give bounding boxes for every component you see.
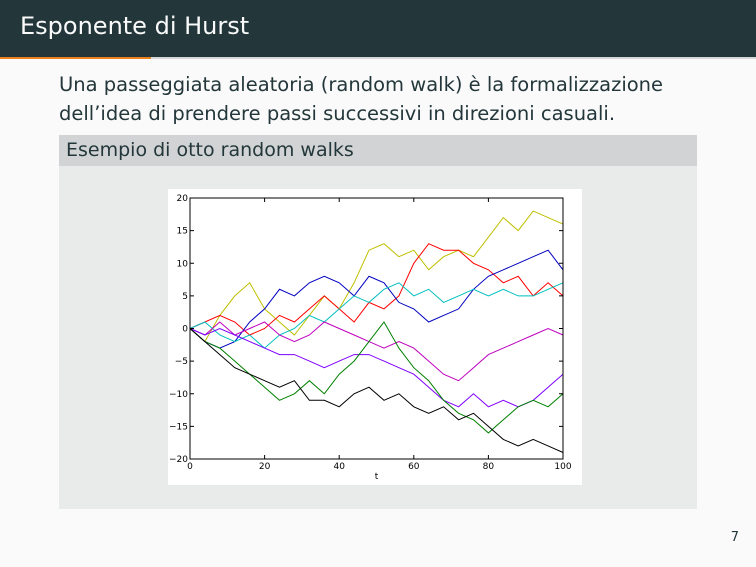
x-tick-label: 40	[333, 462, 345, 472]
series-line-7	[189, 321, 564, 434]
x-tick-label: 80	[483, 462, 495, 472]
title-bar: Esponente di Hurst	[0, 0, 756, 59]
y-tick-label: 0	[182, 325, 188, 335]
x-axis-label: t	[375, 472, 379, 482]
series-line-6	[189, 327, 564, 408]
intro-text: Una passeggiata aleatoria (random walk) …	[59, 73, 664, 125]
y-tick-label: 20	[177, 194, 189, 204]
intro-end: .	[608, 102, 616, 125]
x-tick-label: 60	[408, 462, 420, 472]
intro-emphasis: casuali	[540, 102, 609, 125]
block-title: Esempio di otto random walks	[59, 135, 697, 166]
y-tick-label: 15	[177, 227, 188, 237]
y-tick-label: −5	[175, 357, 188, 367]
x-tick-label: 100	[554, 462, 571, 472]
series-line-1	[189, 210, 564, 343]
progress-accent	[0, 57, 151, 59]
y-tick-label: −15	[169, 422, 188, 432]
series-line-5	[189, 321, 564, 382]
plot-frame	[189, 197, 564, 460]
series-line-2	[189, 243, 564, 336]
y-tick-label: 5	[182, 292, 188, 302]
series-line-3	[189, 249, 564, 349]
x-tick-label: 20	[259, 462, 271, 472]
intro-paragraph: Una passeggiata aleatoria (random walk) …	[59, 70, 699, 128]
x-tick-label: 0	[187, 462, 193, 472]
y-tick-label: −20	[169, 455, 188, 465]
page-number: 7	[730, 530, 739, 545]
slide-title: Esponente di Hurst	[20, 12, 250, 40]
random-walk-chart: 0 20 40 60 80 100 −20 −15 −10 −5 0 5 10 15 20 t	[169, 194, 572, 482]
y-tick-label: 10	[177, 259, 189, 269]
series-line-4	[189, 282, 564, 349]
title-rule	[0, 57, 756, 59]
y-tick-label: −10	[169, 390, 188, 400]
series-line-8	[189, 328, 564, 453]
figure: 0 20 40 60 80 100 −20 −15 −10 −5 0 5 10 15 20 t	[168, 189, 582, 485]
